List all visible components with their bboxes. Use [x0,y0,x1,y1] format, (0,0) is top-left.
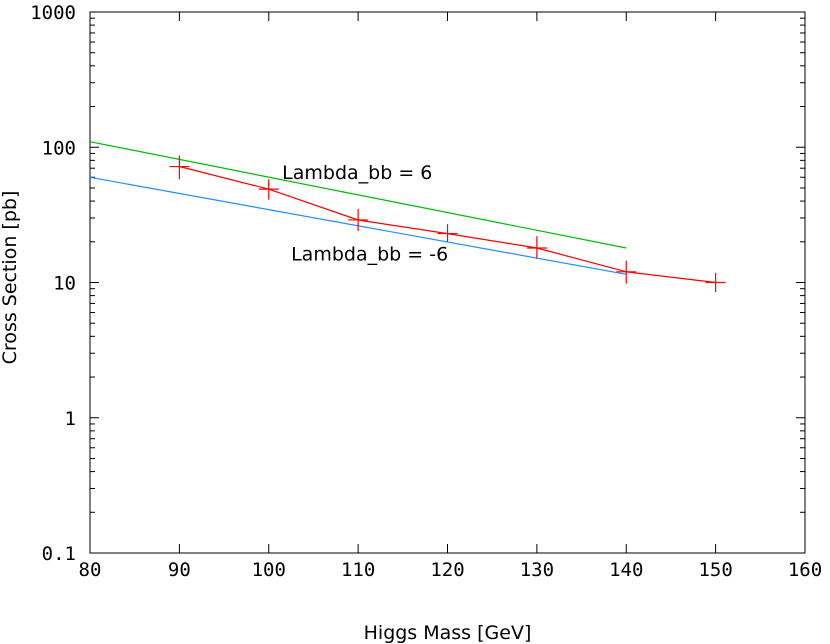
annotation-label: Lambda_bb = 6 [282,162,432,184]
x-tick-labels: 80 90 100 110 120 130 140 150 160 [79,559,823,581]
y-tick-label: 100 [42,137,76,159]
x-tick-label: 120 [430,559,464,581]
annotations: Lambda_bb = 6 Lambda_bb = -6 [282,162,448,265]
y-tick-label: 0.1 [42,543,76,565]
y-axis-title: Cross Section [pb] [0,191,21,365]
y-tick-label: 1 [65,408,76,430]
x-tick-label: 100 [252,559,286,581]
plot-frame [89,11,806,554]
series-line-lambda-bb-6 [89,141,627,249]
x-tick-label: 110 [341,559,375,581]
x-tick-label: 80 [79,559,102,581]
x-tick-label: 130 [520,559,554,581]
y-tick-labels: 0.1 1 10 100 1000 [30,2,76,565]
y-tick-label: 10 [53,273,76,295]
x-tick-label: 140 [609,559,643,581]
x-axis-title: Higgs Mass [GeV] [364,622,532,644]
axis-ticks [89,11,806,554]
annotation-label: Lambda_bb = -6 [291,244,448,266]
data-series [89,141,726,293]
y-tick-label: 1000 [30,2,76,24]
x-tick-label: 160 [788,559,822,581]
x-tick-label: 90 [168,559,191,581]
x-tick-label: 150 [698,559,732,581]
